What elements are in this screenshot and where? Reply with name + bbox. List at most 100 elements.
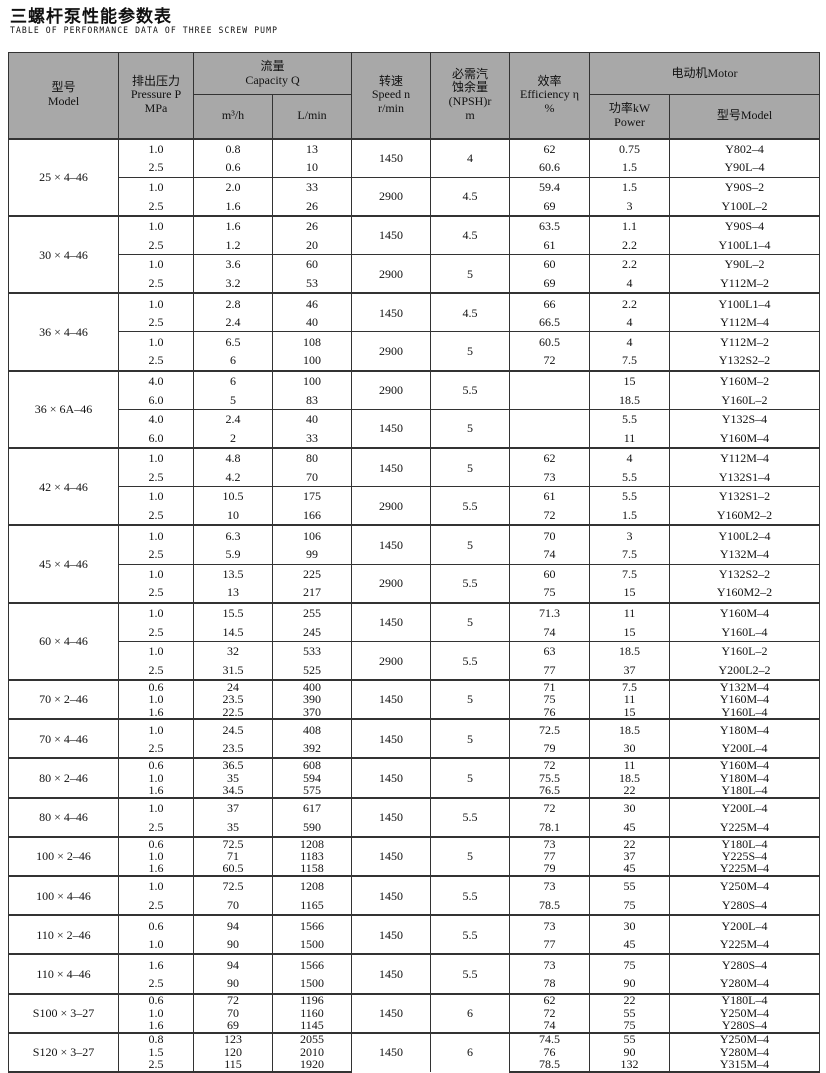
- table-row: 1.0 2.0 33 2900 4.5 59.4 1.5 Y90S–2: [9, 176, 821, 216]
- efficiency-cell: 75.5: [509, 771, 591, 785]
- speed-cell: 1450: [351, 757, 432, 798]
- speed-cell: 1450: [351, 953, 432, 994]
- pressure-cell: 1.0: [118, 524, 194, 545]
- pressure-cell: 2.5: [118, 973, 194, 994]
- table-row: 1.0 71 1183 77 37 Y225S–4: [9, 850, 821, 863]
- capacity-lmin-cell: 13: [271, 137, 353, 159]
- motor-model-cell: Y112M–4: [669, 312, 821, 332]
- table-body: 25 × 4–46 1.0 0.8 13 1450 4 62 0.75 Y802–4 2.5 0.6…: [8, 137, 821, 1073]
- table-row: 6.0 2 33 11 Y160M–4: [9, 428, 821, 448]
- capacity-m3h-cell: 14.5: [193, 622, 273, 642]
- motor-model-cell: Y132S2–2: [669, 563, 821, 584]
- pressure-cell: 1.0: [118, 563, 194, 584]
- motor-model-cell: Y250M–4: [669, 875, 821, 896]
- power-cell: 30: [589, 738, 671, 759]
- speed-cell: 1450: [351, 408, 432, 448]
- model-cell: S120 × 3–27: [8, 1031, 119, 1073]
- npsh-cell: 5: [430, 718, 511, 759]
- npsh-cell: 5: [430, 601, 511, 642]
- power-cell: 18.5: [589, 771, 671, 785]
- power-cell: 5.5: [589, 408, 671, 429]
- table-row: S100 × 3–27 0.6 72 1196 1450 6 62 22 Y180L–4: [8, 992, 821, 1034]
- capacity-lmin-cell: 26: [271, 214, 353, 236]
- table-row: 2.5 5.9 99 74 7.5 Y132M–4: [9, 544, 821, 565]
- capacity-m3h-cell: 37: [193, 796, 273, 818]
- motor-model-cell: Y180L–4: [669, 784, 821, 798]
- model-cell: 25 × 4–46: [8, 137, 119, 217]
- efficiency-cell: 63: [509, 640, 591, 661]
- power-cell: 15: [589, 583, 671, 603]
- table-row: 100 × 4–46 1.0 72.5 1208 1450 5.5 73 55 Y250M–4: [8, 875, 821, 917]
- speed-cell: 2900: [351, 176, 432, 216]
- capacity-lmin-cell: 225: [271, 563, 353, 584]
- efficiency-cell: 60.6: [509, 158, 591, 178]
- capacity-lmin-cell: 80: [271, 447, 353, 468]
- efficiency-cell: 74.5: [509, 1031, 591, 1047]
- pressure-cell: 1.0: [118, 771, 194, 785]
- pressure-cell: 4.0: [118, 369, 194, 391]
- table-row: 110 × 2–46 0.6 94 1566 1450 5.5 73 30 Y200L–4: [8, 914, 821, 956]
- table-row: 1.0 23.5 390 75 11 Y160M–4: [9, 693, 821, 706]
- power-cell: 1.5: [589, 176, 671, 197]
- npsh-cell: 4.5: [430, 292, 511, 332]
- motor-model-cell: Y132M–4: [669, 544, 821, 565]
- capacity-lmin-cell: 590: [271, 817, 353, 837]
- speed-cell: 1450: [351, 796, 432, 837]
- motor-model-cell: Y160M2–2: [669, 583, 821, 603]
- capacity-m3h-cell: 2: [193, 428, 273, 448]
- npsh-cell: 5: [430, 331, 511, 371]
- model-cell: 110 × 4–46: [8, 953, 119, 995]
- power-cell: 75: [589, 1019, 671, 1033]
- table-row: 1.0 35 594 75.5 18.5 Y180M–4: [9, 771, 821, 785]
- motor-model-cell: Y90S–4: [669, 214, 821, 236]
- capacity-lmin-cell: 53: [271, 273, 353, 294]
- pressure-cell: 2.5: [118, 660, 194, 681]
- capacity-m3h-cell: 35: [193, 817, 273, 837]
- table-row: 1.0 10.5 175 2900 5.5 61 5.5 Y132S1–2: [9, 486, 821, 526]
- efficiency-cell: 73: [509, 467, 591, 487]
- capacity-lmin-cell: 1160: [271, 1006, 353, 1020]
- capacity-lmin-cell: 1145: [271, 1019, 353, 1033]
- table-row: 6.0 5 83 18.5 Y160L–2: [9, 390, 821, 410]
- capacity-lmin-cell: 108: [271, 331, 353, 352]
- model-cell: 36 × 6A–46: [8, 369, 119, 450]
- header-npsh: 必需汽 蚀余量 (NPSH)r m: [430, 52, 511, 139]
- capacity-m3h-cell: 2.0: [193, 176, 273, 197]
- efficiency-cell: 62: [509, 137, 591, 159]
- power-cell: 75: [589, 895, 671, 916]
- table-row: 2.5 3.2 53 69 4 Y112M–2: [9, 273, 821, 294]
- table-row: 25 × 4–46 1.0 0.8 13 1450 4 62 0.75 Y802–4: [8, 137, 821, 217]
- header-model: 型号 Model: [8, 52, 119, 139]
- capacity-lmin-cell: 100: [271, 351, 353, 371]
- efficiency-cell: 69: [509, 196, 591, 216]
- power-cell: 3: [589, 196, 671, 216]
- power-cell: 30: [589, 914, 671, 935]
- capacity-m3h-cell: 72.5: [193, 835, 273, 851]
- power-cell: 7.5: [589, 563, 671, 584]
- capacity-lmin-cell: 33: [271, 176, 353, 197]
- speed-cell: 1450: [351, 875, 432, 916]
- power-cell: 0.75: [589, 137, 671, 159]
- power-cell: 55: [589, 1006, 671, 1020]
- table-row: 4.0 2.4 40 1450 5 5.5 Y132S–4: [9, 408, 821, 448]
- pressure-cell: 2.5: [118, 817, 194, 837]
- pressure-cell: 6.0: [118, 390, 194, 410]
- speed-cell: 2900: [351, 369, 432, 410]
- npsh-cell: 5.5: [430, 875, 511, 916]
- motor-model-cell: Y280S–4: [669, 895, 821, 916]
- power-cell: 4: [589, 331, 671, 352]
- capacity-m3h-cell: 94: [193, 914, 273, 935]
- pressure-cell: 2.5: [118, 273, 194, 294]
- capacity-lmin-cell: 33: [271, 428, 353, 448]
- motor-model-cell: Y160M–4: [669, 428, 821, 448]
- model-cell: 100 × 2–46: [8, 835, 119, 878]
- capacity-lmin-cell: 245: [271, 622, 353, 642]
- motor-model-cell: Y225M–4: [669, 817, 821, 837]
- efficiency-cell: 71: [509, 679, 591, 694]
- motor-model-cell: Y160M2–2: [669, 505, 821, 526]
- motor-model-cell: Y100L–2: [669, 196, 821, 216]
- motor-model-cell: Y225M–4: [669, 934, 821, 955]
- table-row: 2.5 6 100 72 7.5 Y132S2–2: [9, 351, 821, 371]
- speed-cell: 2900: [351, 331, 432, 371]
- npsh-cell: 5: [430, 447, 511, 487]
